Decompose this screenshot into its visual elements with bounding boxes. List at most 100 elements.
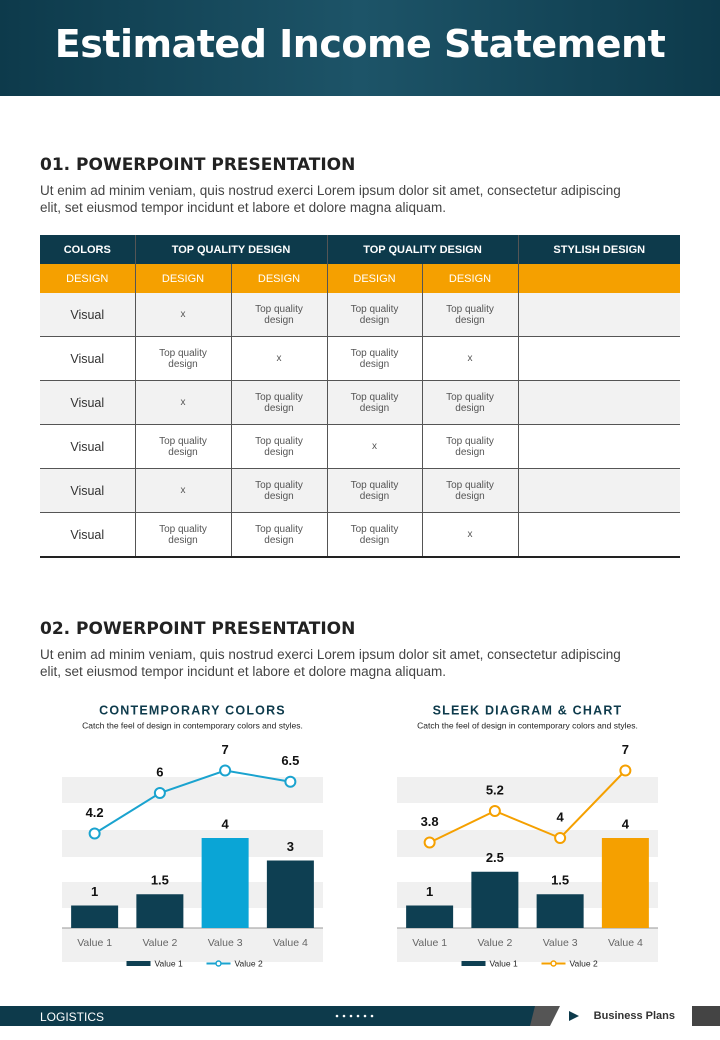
cell [518,512,680,558]
axis-band [397,928,658,962]
cell: Visual [40,424,136,469]
marker [554,832,567,844]
legend-swatch [215,960,222,967]
legend-swatch [126,961,151,966]
subheader-cell: DESIGN [231,264,328,293]
data-label: 4.2 [86,805,104,820]
cell [518,424,680,469]
marker [488,805,501,817]
data-label: 7 [622,742,629,757]
cell [518,468,680,513]
chart-title: CONTEMPORARY COLORS [99,703,286,717]
subheader-cell: DESIGN [40,264,136,293]
legend-swatch [550,960,557,967]
bar [471,871,519,928]
chart-subtitle: Catch the feel of design in contemporary… [82,720,303,730]
bar [406,905,454,928]
marker [88,827,101,840]
cell: Top quality design [135,336,232,381]
data-label: 4 [557,809,565,824]
cell: Top quality design [327,336,423,381]
cell: x [231,336,328,381]
charts: CONTEMPORARY COLORS Catch the feel of des… [62,703,658,968]
data-label: 7 [222,742,229,757]
legend-label: Value 2 [570,958,598,968]
x-tick-label: Value 1 [412,937,447,949]
cell: Top quality design [135,512,232,558]
table-row: Visual x Top quality design Top quality des… [40,468,680,513]
cell: Visual [40,293,136,337]
x-tick-label: Value 1 [77,937,112,949]
x-tick-label: Value 2 [477,937,512,949]
title: Estimated Income Statement [54,22,666,66]
table-row: Visual Top quality design Top quality desi… [40,424,680,469]
cell: Top quality design [422,293,519,337]
table: COLORS TOP QUALITY DESIGN TOP QUALITY DESI… [40,235,680,558]
cell: Top quality design [135,424,232,469]
cell: Visual [40,468,136,513]
legend-swatch [461,961,486,966]
data-label: 3 [287,839,294,854]
cell: Visual [40,380,136,425]
cell: Top quality design [231,468,328,513]
cell: Visual [40,512,136,558]
marker [153,787,166,799]
cell: Top quality design [327,468,423,513]
heading: 01. POWERPOINT PRESENTATION [40,155,356,175]
bar [536,894,584,928]
cell: Top quality design [422,468,519,513]
subheader-cell: DESIGN [422,264,519,293]
marker [423,836,436,849]
cell: Top quality design [327,512,423,558]
table-row: Visual x Top quality design Top quality des… [40,380,680,425]
subheader-cell [518,264,680,293]
cell: Visual [40,336,136,381]
header-cell: TOP QUALITY DESIGN [135,235,328,264]
cell: Top quality design [327,293,423,337]
cell: Top quality design [327,380,423,425]
line [429,769,627,844]
legend-label: Value 2 [235,958,263,968]
data-label: 1.5 [551,873,569,888]
cell: Top quality design [231,380,328,425]
marker [619,764,632,777]
data-label: 1 [91,884,98,899]
data-label: 4 [622,816,630,831]
data-label: 6 [156,764,163,779]
bar [136,894,184,928]
x-tick-label: Value 4 [608,937,643,949]
header-cell: COLORS [40,235,136,264]
subheader-cell: DESIGN [327,264,423,293]
chart-title: SLEEK DIAGRAM & CHART [433,703,623,717]
cell: x [422,336,519,381]
x-tick-label: Value 2 [142,937,177,949]
legend-label: Value 1 [490,958,518,968]
data-label: 1.5 [151,873,169,888]
x-tick-label: Value 4 [273,937,308,949]
x-tick-label: Value 3 [543,937,578,949]
cell: x [327,424,423,469]
heading: 02. POWERPOINT PRESENTATION [40,619,356,639]
table-row: Visual Top quality design x Top quality des… [40,336,680,381]
cell: x [135,293,232,337]
table-row: Visual x Top quality design Top quality des… [40,293,680,337]
footer: LOGISTICS Business Plans [0,1006,720,1026]
marker [219,764,232,777]
subheader-row: DESIGN DESIGN DESIGN DESIGN DESIGN [40,264,680,293]
cell [518,293,680,337]
data-label: 3.8 [421,814,439,829]
footer-label: LOGISTICS [40,1010,104,1024]
header: Estimated Income Statement [0,0,720,96]
data-label: 2.5 [486,850,504,865]
cell: Top quality design [231,512,328,558]
data-label: 4 [222,816,230,831]
cell [518,380,680,425]
bar [201,838,249,928]
cell: Top quality design [231,424,328,469]
table-row: Visual Top quality design Top quality desi… [40,512,680,558]
stripe [62,830,323,857]
header-cell: TOP QUALITY DESIGN [327,235,519,264]
bar [71,905,119,928]
x-tick-label: Value 3 [208,937,243,949]
